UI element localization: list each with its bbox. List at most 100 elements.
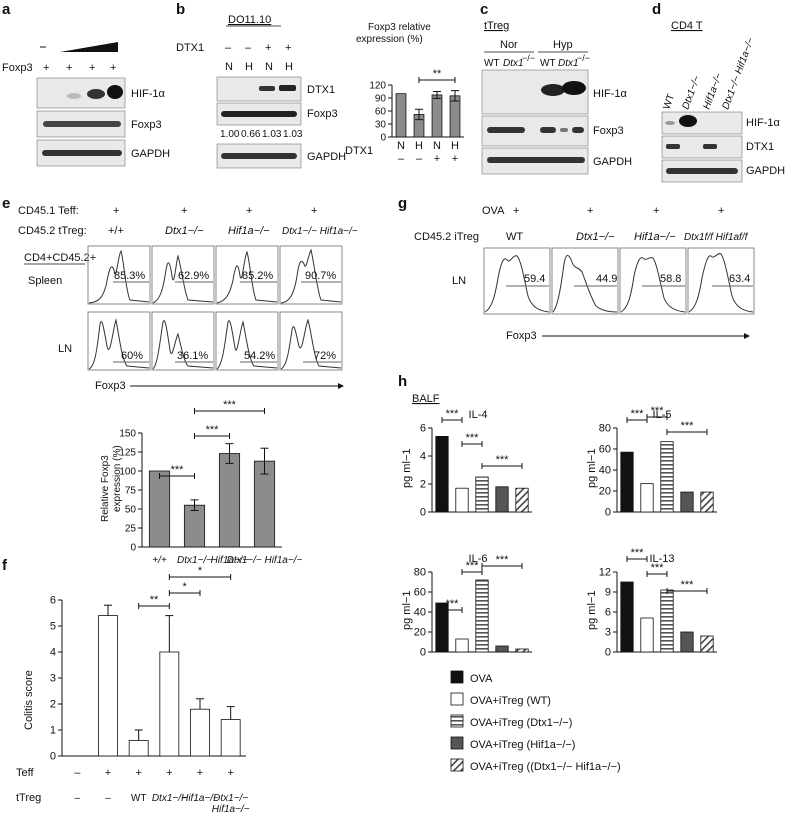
e-spleen-pct-3: 85.2% bbox=[242, 270, 273, 282]
b-lane-1: N bbox=[225, 61, 233, 73]
e-plus-2: + bbox=[181, 205, 187, 217]
sig-label: *** bbox=[681, 579, 695, 591]
y-tick-label: 60 bbox=[375, 107, 387, 118]
b-sign-4: + bbox=[285, 42, 291, 54]
panel-g: g OVA + + + + CD45.2 iTreg WT Dtx1−/− Hi… bbox=[398, 195, 755, 342]
bar bbox=[455, 638, 469, 653]
y-tick-label: 40 bbox=[414, 607, 426, 619]
x-tick-label: N bbox=[397, 140, 405, 152]
b-label-dtx1: DTX1 bbox=[307, 84, 335, 96]
a-plus-2: + bbox=[66, 62, 72, 74]
bar bbox=[148, 470, 171, 548]
d-lane-2: Dtx1−/− bbox=[680, 74, 702, 111]
y-tick-label: 25 bbox=[125, 524, 137, 535]
x-tick-label: Dtx1−/− Hif1a−/− bbox=[227, 555, 303, 566]
bar bbox=[449, 95, 461, 138]
bar bbox=[640, 617, 654, 653]
x-tick-label: Dtx1−/− bbox=[177, 555, 212, 566]
h-chart-title: IL-6 bbox=[469, 553, 488, 565]
legend-swatch bbox=[450, 758, 464, 772]
e-plus-1: + bbox=[113, 205, 119, 217]
b-row-label: DTX1 bbox=[176, 42, 204, 54]
g-hist-2: 44.9 bbox=[551, 247, 619, 315]
b-lane-2: H bbox=[245, 61, 253, 73]
h-title: BALF bbox=[412, 393, 440, 405]
bar bbox=[455, 487, 469, 513]
e-plus-3: + bbox=[246, 205, 252, 217]
y-tick-label: 40 bbox=[599, 465, 611, 477]
treg-label: – bbox=[75, 793, 81, 804]
treg-label: Dtx1−/− bbox=[213, 793, 248, 804]
dtx1-sign: – bbox=[398, 153, 405, 165]
legend-label: OVA+iTreg (Hif1a−/−) bbox=[470, 739, 575, 751]
b-quant-3: 1.03 bbox=[262, 129, 282, 140]
g-pct-1: 59.4 bbox=[524, 273, 545, 285]
b-quant-2: 0.66 bbox=[241, 129, 261, 140]
panel-letter-e: e bbox=[2, 195, 10, 212]
c-lane-4-ko: −/− bbox=[577, 53, 590, 63]
d-lane-1: WT bbox=[661, 93, 677, 111]
g-geno-1: WT bbox=[506, 231, 523, 243]
panel-f: f Colitis score 0 1 2 3 4 5 6 – + + + + + – – WT Dtx1−/−… bbox=[2, 557, 250, 815]
sig-label: *** bbox=[651, 405, 665, 417]
f-teff-label: Teff bbox=[16, 767, 34, 779]
g-plus-2: + bbox=[587, 205, 593, 217]
b-blot-foxp3 bbox=[216, 102, 302, 126]
legend-swatch bbox=[450, 736, 464, 750]
g-geno-3: Hif1a−/− bbox=[634, 231, 676, 243]
sig-label: *** bbox=[631, 408, 645, 420]
e-chart-ylabel-1: Relative Foxp3 bbox=[100, 455, 111, 522]
treg-label: Hif1a−/− bbox=[181, 793, 219, 804]
h-legend: OVA OVA+iTreg (WT) OVA+iTreg (Dtx1−/−) OVA+… bbox=[450, 670, 621, 773]
panel-b: b DO11.10 DTX1 – – + + N H N H DTX1 Foxp… bbox=[176, 1, 464, 169]
y-tick-label: 3 bbox=[605, 627, 611, 639]
b-title: DO11.10 bbox=[228, 14, 271, 26]
e-gate-label: CD4+CD45.2+ bbox=[24, 252, 96, 264]
treg-label-2: Hif1a−/− bbox=[212, 804, 250, 813]
h-ylabel: pg ml−1 bbox=[586, 449, 598, 488]
e-spleen-pct-1: 85.3% bbox=[114, 270, 145, 282]
y-tick-label: 9 bbox=[605, 587, 611, 599]
y-tick-label: 0 bbox=[605, 507, 611, 519]
panel-a: a Foxp3 + + + + HIF-1α Foxp3 GAPDH bbox=[2, 1, 170, 167]
d-blot-dtx1 bbox=[661, 135, 743, 159]
sig-label: *** bbox=[631, 547, 645, 559]
g-pct-3: 58.8 bbox=[660, 273, 681, 285]
c-title: tTreg bbox=[484, 20, 509, 32]
y-tick-label: 12 bbox=[599, 567, 611, 579]
bar bbox=[435, 602, 449, 653]
e-ln-pct-2: 36.1% bbox=[177, 350, 208, 362]
panel-d: d CD4 T WT Dtx1−/− Hif1a−/− Dtx1−/− Hif1… bbox=[652, 1, 785, 183]
e-hist-ln-4: 72% bbox=[279, 311, 343, 371]
y-tick-label: 150 bbox=[119, 429, 136, 440]
c-blot-hif1a bbox=[481, 69, 589, 115]
bar bbox=[495, 645, 509, 653]
y-tick-label: 20 bbox=[414, 627, 426, 639]
g-plus-4: + bbox=[718, 205, 724, 217]
g-hist-1: 59.4 bbox=[483, 247, 551, 315]
h-ylabel: pg ml−1 bbox=[586, 591, 598, 630]
bar bbox=[620, 451, 634, 513]
y-tick-label: 1 bbox=[50, 725, 56, 737]
y-tick-label: 125 bbox=[119, 448, 136, 459]
h-ylabel: pg ml−1 bbox=[401, 591, 413, 630]
e-geno-3: Hif1a−/− bbox=[228, 225, 270, 237]
c-lane-2: Dtx1 bbox=[503, 58, 524, 69]
e-hist-ln-3: 54.2% bbox=[215, 311, 279, 371]
e-hist-ln-2: 36.1% bbox=[151, 311, 215, 371]
c-lane-4: Dtx1 bbox=[558, 58, 579, 69]
y-tick-label: 3 bbox=[50, 673, 56, 685]
h-chart-title: IL-4 bbox=[469, 409, 488, 421]
a-plus-4: + bbox=[110, 62, 116, 74]
b-chart-title-1: Foxp3 relative bbox=[368, 22, 431, 33]
g-row2-label: CD45.2 iTreg bbox=[414, 231, 479, 243]
y-tick-label: 6 bbox=[420, 423, 426, 435]
panel-letter-b: b bbox=[176, 1, 185, 18]
e-geno-1: +/+ bbox=[108, 225, 124, 237]
a-label-foxp3: Foxp3 bbox=[131, 119, 162, 131]
y-tick-label: 80 bbox=[414, 567, 426, 579]
bar bbox=[475, 579, 489, 653]
